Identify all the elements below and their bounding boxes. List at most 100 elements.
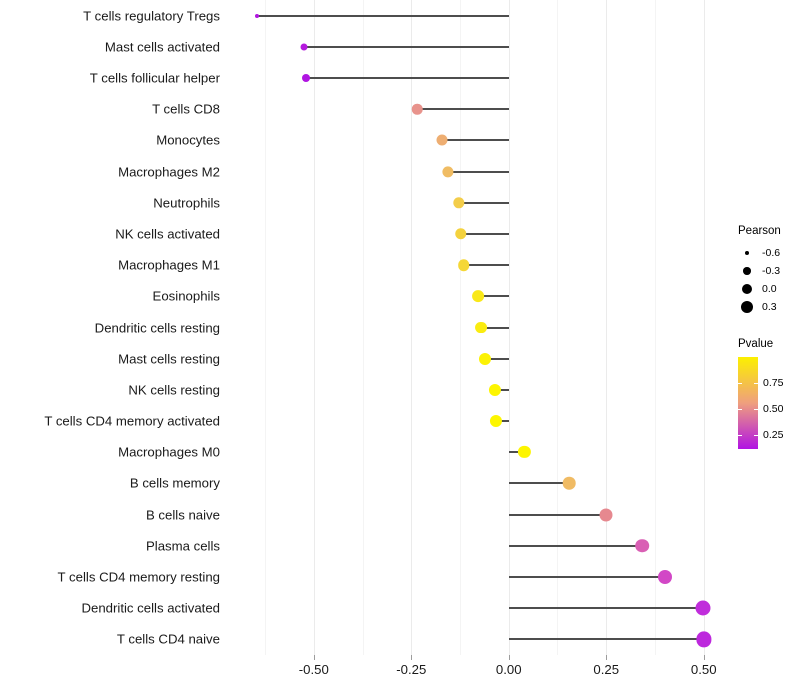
lollipop-stem <box>305 76 509 79</box>
y-axis-label: Dendritic cells activated <box>81 600 220 616</box>
lollipop-stem <box>508 576 665 579</box>
lollipop-point[interactable] <box>518 446 531 459</box>
y-axis-labels: T cells regulatory Tregs Mast cells activ… <box>0 0 228 660</box>
gridline-major <box>508 0 510 655</box>
colorbar-tick-label: 0.75 <box>763 377 784 389</box>
x-axis-tick-label: -0.50 <box>298 662 329 677</box>
pearson-legend-dot <box>738 267 756 275</box>
y-axis-label: T cells regulatory Tregs <box>83 8 220 24</box>
y-axis-label: Dendritic cells resting <box>94 320 220 335</box>
lollipop-point[interactable] <box>442 165 454 178</box>
lollipop-point[interactable] <box>474 321 487 334</box>
y-axis-label: Macrophages M1 <box>118 257 220 273</box>
lollipop-point[interactable] <box>479 352 492 365</box>
y-axis-label: Monocytes <box>156 132 220 148</box>
y-axis-label: B cells memory <box>129 475 220 491</box>
pvalue-legend-title: Pvalue <box>738 338 774 350</box>
gridline-minor <box>362 0 364 655</box>
colorbar-tick <box>738 383 742 384</box>
y-axis-label: T cells CD8 <box>152 101 220 117</box>
lollipop-point[interactable] <box>490 415 503 428</box>
legend-area: Pearson -0.6 -0.3 0.0 0.3 Pvalue 0.75 0.50 0.… <box>738 225 800 449</box>
lollipop-point[interactable] <box>255 13 260 18</box>
plot-panel <box>228 0 731 655</box>
lollipop-point[interactable] <box>696 631 712 647</box>
lollipop-point[interactable] <box>453 197 465 209</box>
colorbar-tick <box>754 409 758 410</box>
y-axis-label: NK cells activated <box>115 226 220 242</box>
lollipop-point[interactable] <box>458 259 470 271</box>
gridline-major <box>703 0 705 655</box>
pearson-legend-dot <box>738 251 756 255</box>
y-axis-label: Eosinophils <box>152 288 220 304</box>
pearson-legend-label: -0.3 <box>762 265 781 277</box>
y-axis-label: Mast cells resting <box>118 351 220 367</box>
y-axis-label: T cells CD4 memory resting <box>57 569 220 585</box>
lollipop-stem <box>417 108 509 111</box>
lollipop-stem <box>463 264 509 267</box>
lollipop-point[interactable] <box>599 508 613 522</box>
colorbar-tick <box>738 435 742 436</box>
lollipop-point[interactable] <box>635 539 649 553</box>
pearson-legend-item: 0.3 <box>738 298 800 316</box>
pearson-legend-label: 0.0 <box>762 283 777 295</box>
lollipop-point[interactable] <box>489 383 502 396</box>
lollipop-point[interactable] <box>455 228 467 240</box>
y-axis-label: B cells naive <box>145 507 220 523</box>
x-axis-tick <box>411 655 413 660</box>
lollipop-stem <box>447 170 509 173</box>
lollipop-point[interactable] <box>472 290 484 303</box>
gridline-minor <box>654 0 656 655</box>
gridline-minor <box>460 0 461 655</box>
lollipop-point[interactable] <box>562 477 576 490</box>
y-axis-label: T cells CD4 naive <box>116 631 220 647</box>
pearson-legend-dot <box>738 301 756 313</box>
lollipop-stem <box>496 420 509 423</box>
colorbar-tick-label: 0.25 <box>763 429 784 441</box>
lollipop-stem <box>477 295 509 298</box>
pearson-size-legend: Pearson -0.6 -0.3 0.0 0.3 <box>738 225 800 316</box>
lollipop-stem <box>441 139 509 142</box>
gridline-major <box>606 0 608 655</box>
x-axis-tick <box>313 655 315 660</box>
lollipop-stem <box>480 326 509 329</box>
lollipop-point[interactable] <box>411 103 423 115</box>
pearson-legend-dot <box>738 284 756 294</box>
y-axis-label: Macrophages M0 <box>118 444 220 460</box>
lollipop-point[interactable] <box>657 570 672 585</box>
colorbar-tick <box>754 383 758 384</box>
lollipop-stem <box>508 513 607 516</box>
lollipop-point[interactable] <box>436 134 448 146</box>
y-axis-label: T cells follicular helper <box>89 70 220 86</box>
lollipop-stem <box>495 388 509 391</box>
colorbar-tick <box>754 435 758 436</box>
lollipop-point[interactable] <box>301 73 310 82</box>
lollipop-stem <box>508 607 703 610</box>
lollipop-point[interactable] <box>300 43 308 51</box>
lollipop-stem <box>508 638 704 641</box>
lollipop-stem <box>508 544 643 547</box>
y-axis-label: Mast cells activated <box>104 39 220 55</box>
lollipop-stem <box>460 232 509 235</box>
pvalue-color-legend: Pvalue 0.75 0.50 0.25 <box>738 338 800 449</box>
x-axis-tick-label: 0.25 <box>593 662 620 677</box>
x-axis-tick-label: 0.00 <box>495 662 522 677</box>
lollipop-point[interactable] <box>695 600 711 616</box>
colorbar-tick <box>738 409 742 410</box>
pearson-legend-item: -0.3 <box>738 262 800 280</box>
y-axis-label: Macrophages M2 <box>118 164 220 180</box>
y-axis-label: T cells CD4 memory activated <box>44 413 220 429</box>
y-axis-label: Plasma cells <box>145 538 220 554</box>
pearson-legend-item: 0.0 <box>738 280 800 298</box>
gridline-minor <box>265 0 267 655</box>
lollipop-stem <box>485 357 509 360</box>
gridline-major <box>411 0 413 655</box>
pvalue-colorbar-wrap: 0.75 0.50 0.25 <box>738 357 800 449</box>
lollipop-stem <box>508 451 525 454</box>
pvalue-colorbar <box>738 357 758 449</box>
x-axis-tick <box>508 655 510 660</box>
y-axis-label: Neutrophils <box>153 195 220 211</box>
lollipop-stem <box>257 14 509 17</box>
lollipop-stem <box>508 482 570 485</box>
pearson-legend-label: -0.6 <box>762 247 781 259</box>
